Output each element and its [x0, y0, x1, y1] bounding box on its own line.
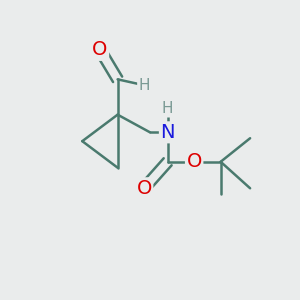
Text: O: O: [92, 40, 108, 59]
Text: O: O: [187, 152, 202, 171]
Text: H: H: [162, 101, 173, 116]
Text: O: O: [136, 179, 152, 198]
Text: H: H: [138, 78, 150, 93]
Text: N: N: [160, 123, 175, 142]
